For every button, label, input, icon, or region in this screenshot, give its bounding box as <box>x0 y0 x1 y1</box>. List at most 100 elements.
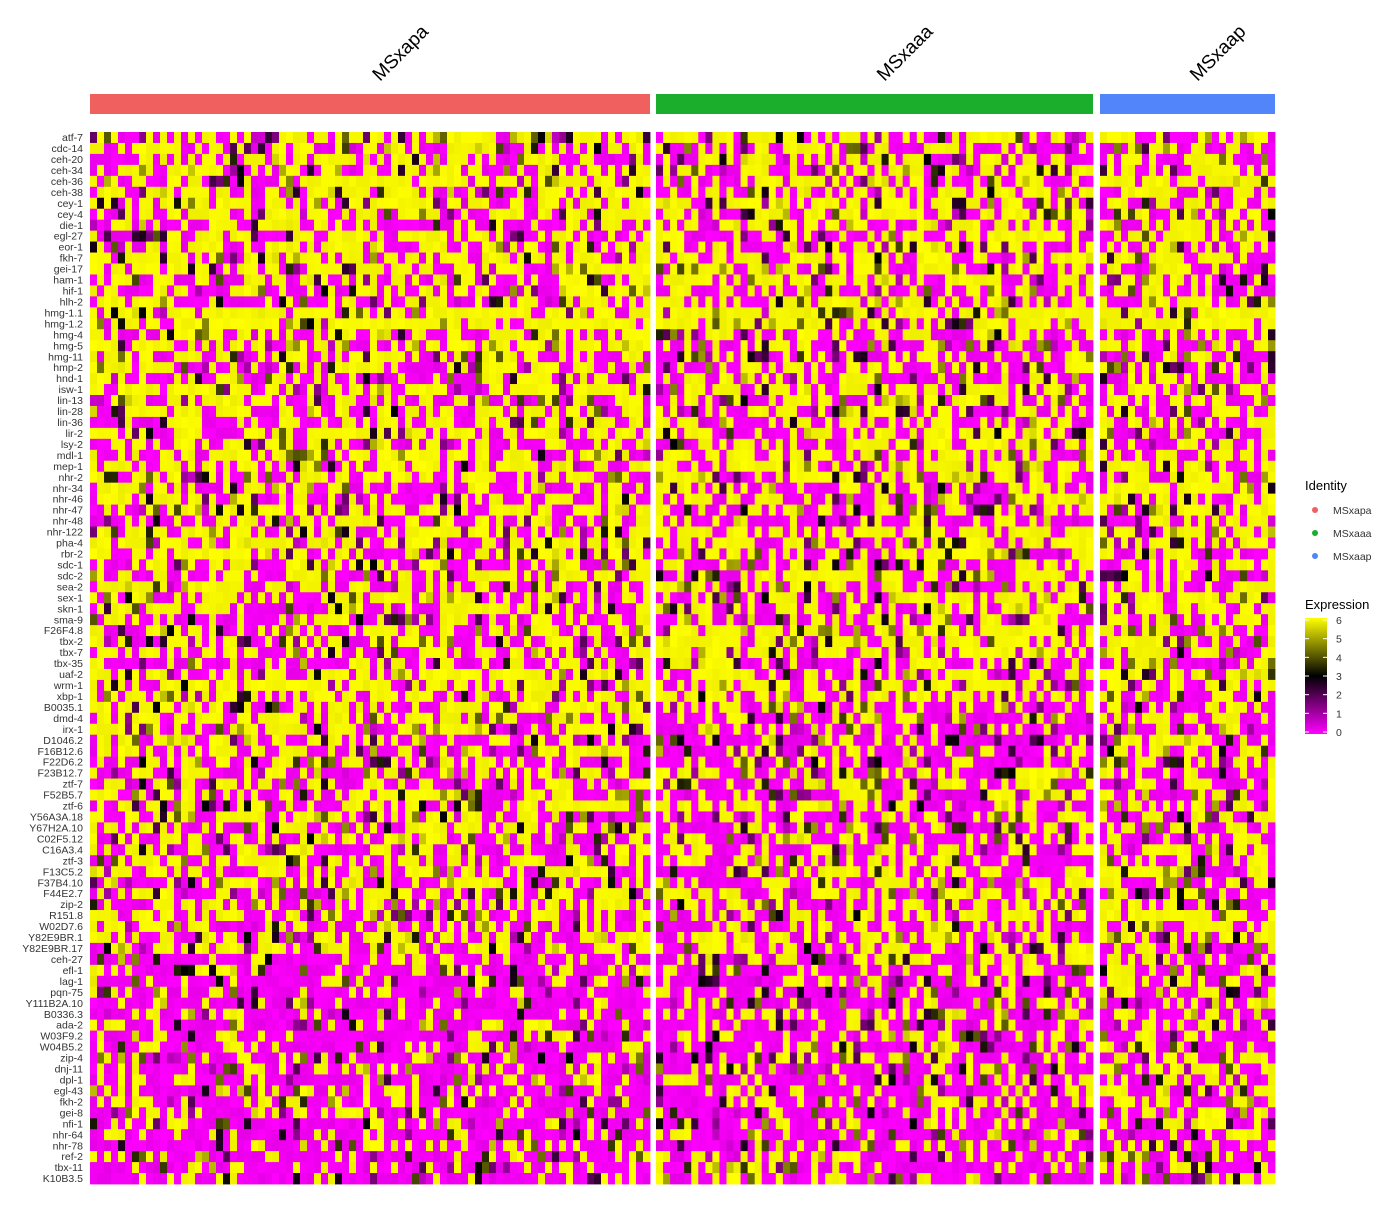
heatmap-cell <box>426 734 434 747</box>
heatmap-cell <box>314 362 322 374</box>
heatmap-cell <box>216 767 224 779</box>
heatmap-cell <box>118 373 126 385</box>
heatmap-cell <box>195 679 203 692</box>
heatmap-cell <box>181 241 189 253</box>
heatmap-cell <box>321 329 329 341</box>
heatmap-cell <box>230 647 238 659</box>
heatmap-cell <box>146 175 154 188</box>
heatmap-cell <box>167 449 175 462</box>
heatmap-cell <box>139 526 147 538</box>
heatmap-cell <box>104 493 112 505</box>
heatmap-cell <box>566 208 574 221</box>
heatmap-cell <box>489 318 497 330</box>
heatmap-cell <box>426 548 434 560</box>
heatmap-cell <box>440 603 448 615</box>
heatmap-cell <box>223 241 231 253</box>
heatmap-cell <box>202 789 210 801</box>
heatmap-cell <box>153 427 161 440</box>
heatmap-cell <box>307 142 315 155</box>
heatmap-cell <box>272 384 280 396</box>
heatmap-cell <box>496 197 504 210</box>
heatmap-cell <box>552 614 560 626</box>
heatmap-cell <box>146 800 154 812</box>
heatmap-cell <box>328 438 336 451</box>
heatmap-cell <box>258 734 266 747</box>
heatmap-cell <box>188 285 196 297</box>
heatmap-cell <box>258 493 266 505</box>
heatmap-cell <box>370 460 378 473</box>
heatmap-cell <box>209 252 217 264</box>
heatmap-cell <box>272 636 280 648</box>
heatmap-cell <box>559 329 567 341</box>
heatmap-cell <box>209 570 217 582</box>
heatmap-cell <box>601 395 609 407</box>
heatmap-cell <box>461 723 469 736</box>
heatmap-cell <box>209 778 217 790</box>
heatmap-cell <box>566 548 574 560</box>
heatmap-cell <box>279 701 287 714</box>
heatmap-cell <box>97 811 105 823</box>
heatmap-cell <box>314 603 322 615</box>
heatmap-cell <box>300 570 308 582</box>
heatmap-cell <box>594 723 602 736</box>
heatmap-cell <box>293 778 301 790</box>
heatmap-cell <box>321 438 329 451</box>
heatmap-cell <box>258 329 266 341</box>
heatmap-cell <box>125 175 133 188</box>
heatmap-cell <box>629 789 637 801</box>
heatmap-cell <box>643 614 651 626</box>
heatmap-cell <box>370 318 378 330</box>
heatmap-cell <box>118 581 126 593</box>
heatmap-cell <box>503 197 511 210</box>
heatmap-cell <box>321 274 329 286</box>
heatmap-cell <box>482 745 490 758</box>
heatmap-cell <box>132 274 140 286</box>
heatmap-cell <box>230 701 238 714</box>
heatmap-cell <box>545 559 553 571</box>
heatmap-cell <box>202 219 210 232</box>
heatmap-cell <box>573 427 581 440</box>
heatmap-cell <box>104 197 112 210</box>
heatmap-cell <box>118 153 126 166</box>
heatmap-cell <box>104 526 112 538</box>
heatmap-cell <box>594 405 602 418</box>
heatmap-cell <box>97 340 105 352</box>
heatmap-cell <box>377 471 385 484</box>
heatmap-cell <box>454 438 462 451</box>
heatmap-cell <box>461 132 469 144</box>
heatmap-cell <box>321 526 329 538</box>
heatmap-cell <box>531 592 539 604</box>
heatmap-cell <box>230 767 238 779</box>
heatmap-cell <box>265 734 273 747</box>
heatmap-cell <box>475 515 483 527</box>
heatmap-cell <box>636 614 644 626</box>
heatmap-cell <box>209 537 217 549</box>
heatmap-cell <box>125 778 133 790</box>
heatmap-cell <box>111 395 119 407</box>
heatmap-cell <box>566 416 574 429</box>
heatmap-cell <box>566 142 574 155</box>
heatmap-cell <box>244 395 252 407</box>
heatmap-cell <box>594 482 602 495</box>
heatmap-cell <box>153 537 161 549</box>
heatmap-cell <box>188 723 196 736</box>
heatmap-cell <box>328 460 336 473</box>
heatmap-cell <box>111 460 119 473</box>
heatmap-cell <box>398 581 406 593</box>
heatmap-cell <box>559 559 567 571</box>
heatmap-cell <box>566 395 574 407</box>
heatmap-cell <box>118 460 126 473</box>
heatmap-cell <box>321 625 329 637</box>
heatmap-cell <box>118 252 126 264</box>
heatmap-cell <box>153 263 161 275</box>
heatmap-cell <box>468 625 476 637</box>
heatmap-cell <box>188 778 196 790</box>
heatmap-cell <box>181 384 189 396</box>
heatmap-cell <box>608 548 616 560</box>
heatmap-cell <box>104 515 112 527</box>
heatmap-cell <box>510 164 518 177</box>
heatmap-cell <box>468 515 476 527</box>
heatmap-cell <box>601 230 609 242</box>
heatmap-cell <box>377 570 385 582</box>
heatmap-cell <box>335 197 343 210</box>
